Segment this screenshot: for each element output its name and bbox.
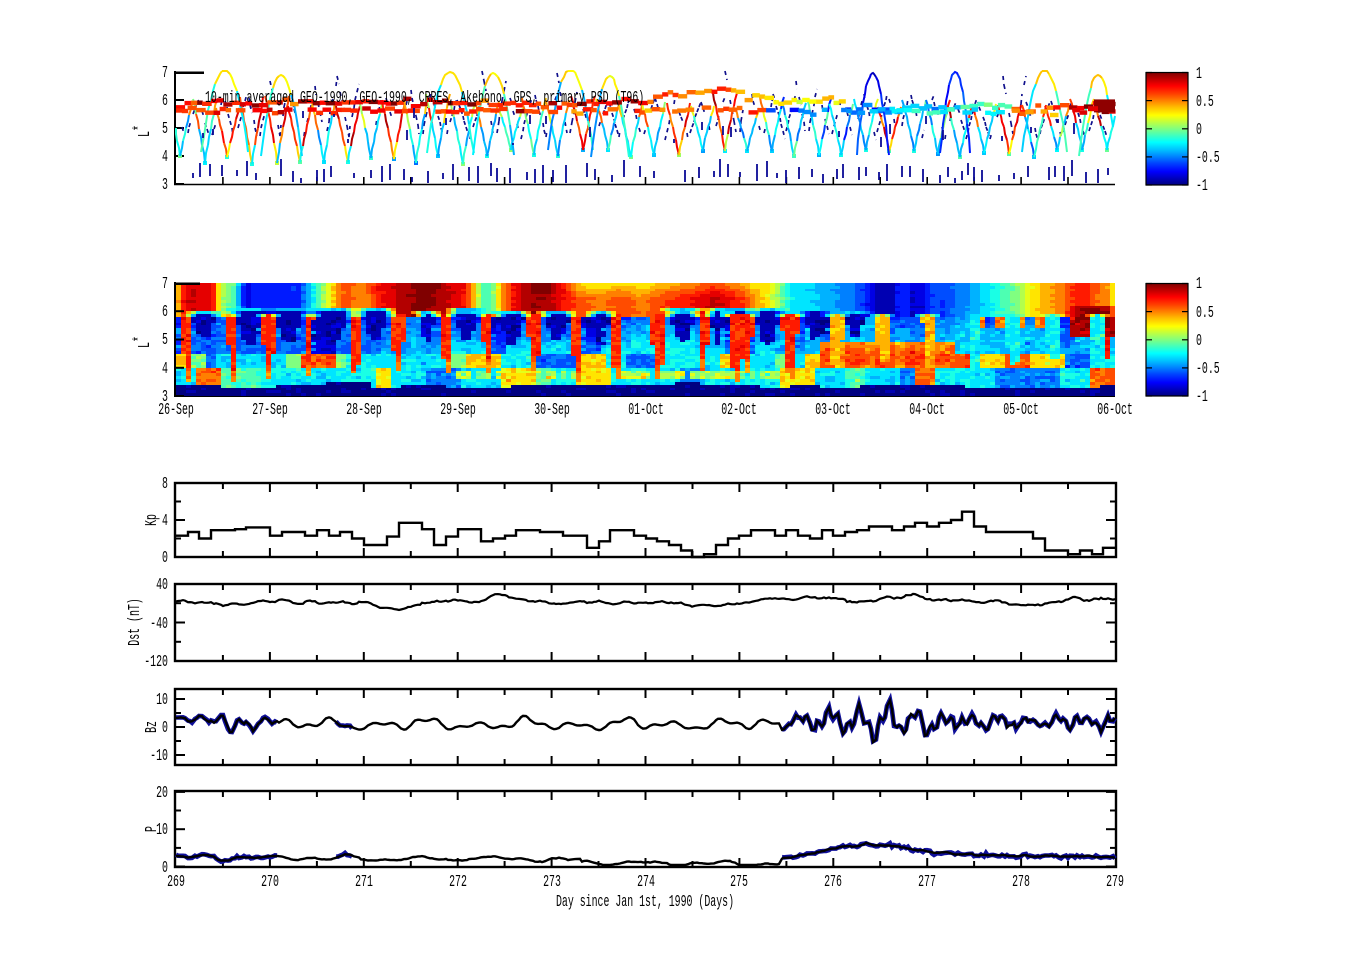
svg-text:6: 6 bbox=[162, 93, 168, 111]
svg-text:274: 274 bbox=[637, 874, 655, 892]
svg-text:3: 3 bbox=[162, 177, 168, 195]
svg-text:0: 0 bbox=[162, 550, 168, 568]
svg-text:4: 4 bbox=[162, 513, 168, 531]
svg-text:P: P bbox=[144, 826, 162, 832]
svg-text:04-Oct: 04-Oct bbox=[909, 402, 945, 420]
svg-text:276: 276 bbox=[824, 874, 842, 892]
svg-text:10: 10 bbox=[156, 822, 168, 840]
svg-text:28-Sep: 28-Sep bbox=[346, 402, 382, 420]
svg-text:269: 269 bbox=[167, 874, 185, 892]
svg-text:Bz: Bz bbox=[144, 721, 162, 733]
svg-text:Kp: Kp bbox=[144, 514, 162, 526]
svg-text:05-Oct: 05-Oct bbox=[1003, 402, 1039, 420]
svg-text:271: 271 bbox=[355, 874, 373, 892]
svg-text:-1: -1 bbox=[1196, 389, 1208, 407]
svg-text:8: 8 bbox=[162, 476, 168, 494]
svg-text:29-Sep: 29-Sep bbox=[440, 402, 476, 420]
svg-text:0: 0 bbox=[162, 720, 168, 738]
svg-text:10: 10 bbox=[156, 692, 168, 710]
svg-text:10-min averaged GEO-1990, GEO-: 10-min averaged GEO-1990, GEO-1990, CRRE… bbox=[205, 90, 644, 108]
svg-text:5: 5 bbox=[162, 121, 168, 139]
svg-text:279: 279 bbox=[1106, 874, 1124, 892]
svg-text:-40: -40 bbox=[150, 616, 168, 634]
svg-text:20: 20 bbox=[156, 785, 168, 803]
svg-text:Dst (nT): Dst (nT) bbox=[127, 598, 145, 645]
svg-text:30-Sep: 30-Sep bbox=[534, 402, 570, 420]
svg-text:278: 278 bbox=[1012, 874, 1030, 892]
svg-text:40: 40 bbox=[156, 577, 168, 595]
svg-text:7: 7 bbox=[162, 276, 168, 294]
svg-text:27-Sep: 27-Sep bbox=[252, 402, 288, 420]
svg-text:1: 1 bbox=[1196, 276, 1202, 294]
svg-text:0.5: 0.5 bbox=[1196, 305, 1214, 323]
svg-text:0: 0 bbox=[1196, 333, 1202, 351]
svg-text:02-Oct: 02-Oct bbox=[721, 402, 757, 420]
svg-text:L*: L* bbox=[132, 336, 155, 348]
svg-text:26-Sep: 26-Sep bbox=[158, 402, 194, 420]
svg-text:272: 272 bbox=[449, 874, 467, 892]
svg-text:03-Oct: 03-Oct bbox=[815, 402, 851, 420]
svg-text:1: 1 bbox=[1196, 66, 1202, 84]
svg-text:5: 5 bbox=[162, 332, 168, 350]
svg-text:0.5: 0.5 bbox=[1196, 94, 1214, 112]
svg-text:-10: -10 bbox=[150, 748, 168, 766]
svg-text:0: 0 bbox=[162, 860, 168, 878]
svg-text:-0.5: -0.5 bbox=[1196, 150, 1220, 168]
svg-text:270: 270 bbox=[261, 874, 279, 892]
svg-text:275: 275 bbox=[730, 874, 748, 892]
svg-text:4: 4 bbox=[162, 361, 168, 379]
svg-text:L*: L* bbox=[132, 125, 155, 137]
svg-text:06-Oct: 06-Oct bbox=[1097, 402, 1133, 420]
svg-text:01-Oct: 01-Oct bbox=[628, 402, 664, 420]
svg-text:4: 4 bbox=[162, 149, 168, 167]
svg-text:-0.5: -0.5 bbox=[1196, 361, 1220, 379]
svg-text:0: 0 bbox=[1196, 122, 1202, 140]
svg-text:-1: -1 bbox=[1196, 178, 1208, 196]
svg-text:273: 273 bbox=[543, 874, 561, 892]
svg-text:Day since Jan 1st, 1990 (Days): Day since Jan 1st, 1990 (Days) bbox=[556, 894, 734, 912]
svg-text:277: 277 bbox=[918, 874, 936, 892]
svg-text:6: 6 bbox=[162, 304, 168, 322]
svg-text:3: 3 bbox=[162, 389, 168, 407]
svg-text:-120: -120 bbox=[144, 654, 168, 672]
svg-text:7: 7 bbox=[162, 65, 168, 83]
